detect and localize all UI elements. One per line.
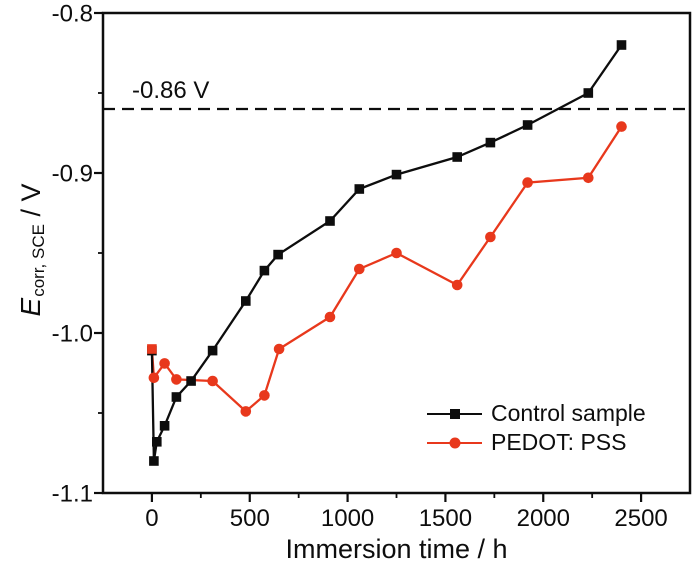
legend-item: Control sample [427, 399, 646, 428]
series-markers-pedot-pss [147, 121, 627, 417]
data-point-marker [616, 40, 627, 50]
y-tick-label: -0.9 [52, 161, 93, 188]
x-tick-label: 1500 [419, 505, 472, 532]
legend-label: PEDOT: PSS [491, 429, 627, 455]
data-point-marker [273, 343, 285, 355]
series-markers-control-sample [147, 40, 627, 466]
data-point-marker [152, 437, 162, 447]
series-line-pedot-pss [150, 125, 623, 413]
data-point-marker [171, 374, 182, 385]
data-point-marker [522, 177, 533, 188]
y-axis-title-symbol: E [15, 297, 46, 317]
y-axis-title-subscript: corr, SCE [29, 224, 48, 297]
data-point-marker [207, 345, 218, 356]
data-point-marker [522, 120, 533, 130]
data-point-marker [240, 406, 252, 417]
data-point-marker [147, 344, 157, 354]
data-point-marker [186, 376, 196, 386]
x-tick-label: 2000 [517, 505, 570, 532]
x-axis-title: Immersion time / h [285, 534, 508, 564]
legend: Control sample PEDOT: PSS [427, 399, 646, 457]
data-point-marker [273, 249, 283, 260]
data-point-marker [159, 358, 170, 369]
data-point-marker [485, 137, 496, 148]
x-tick-label: 1000 [321, 505, 374, 532]
data-point-marker [159, 421, 170, 431]
x-tick-label: 500 [230, 505, 270, 532]
data-point-marker [391, 169, 402, 180]
legend-label: Control sample [491, 400, 646, 426]
data-point-marker [149, 456, 159, 466]
legend-marker-square [449, 408, 460, 419]
axis-ticks [94, 11, 643, 502]
reference-line-label: -0.86 V [132, 77, 210, 104]
tick-labels: 0 500 1000 1500 2000 2500 -0.8 -0.9 -1.0 -1.1 [52, 1, 668, 533]
x-tick-label: 0 [145, 505, 158, 532]
y-tick-label: -0.8 [52, 1, 93, 28]
legend-marker-circle [449, 437, 460, 448]
y-axis-title-unit: / V [15, 183, 46, 225]
y-tick-label: -1.1 [52, 481, 93, 508]
data-point-marker [259, 390, 270, 401]
data-point-marker [241, 296, 251, 306]
data-point-marker [148, 372, 160, 384]
data-point-marker [171, 392, 182, 402]
data-point-marker [354, 184, 365, 194]
data-point-marker [583, 172, 594, 184]
legend-swatch-square [427, 407, 482, 421]
data-point-marker [207, 375, 218, 387]
data-point-marker [325, 216, 335, 226]
data-point-marker [616, 121, 627, 132]
data-point-marker [485, 231, 496, 243]
y-tick-label: -1.0 [52, 321, 93, 348]
data-point-marker [324, 311, 336, 323]
legend-swatch-circle [427, 436, 482, 450]
data-point-marker [259, 265, 270, 276]
data-point-marker [391, 247, 402, 259]
data-point-marker [452, 152, 462, 162]
data-point-marker [583, 88, 594, 98]
x-tick-label: 2500 [614, 505, 667, 532]
legend-item: PEDOT: PSS [427, 428, 646, 457]
data-point-marker [451, 279, 463, 291]
data-point-marker [354, 263, 365, 275]
